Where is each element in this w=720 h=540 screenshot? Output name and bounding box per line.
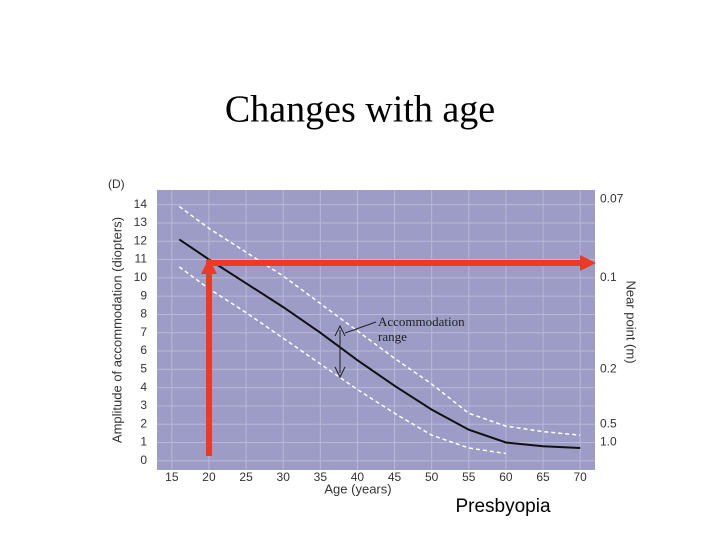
y-unit-label: (D): [108, 177, 125, 191]
y-axis-label: Amplitude of accommodation (diopters): [109, 217, 124, 443]
series-line: [178, 238, 581, 449]
y2-tick-label: 0.07: [600, 192, 624, 206]
x-tick-label: 15: [165, 470, 179, 484]
y2-tick-label: 0.2: [600, 362, 617, 376]
slide-title: Changes with age: [225, 89, 495, 131]
x-tick-label: 50: [425, 470, 439, 484]
y2-tick-label: 1.0: [600, 435, 617, 449]
y2-axis-label: Near point (m): [624, 280, 639, 363]
annotation-text: range: [378, 329, 407, 344]
series-line: [178, 205, 581, 436]
x-tick-label: 65: [536, 470, 550, 484]
annotation-leader: [344, 321, 377, 334]
x-tick-label: 20: [202, 470, 216, 484]
x-tick-label: 35: [314, 470, 328, 484]
caption: Presbyopia: [455, 496, 550, 517]
x-tick-label: 60: [499, 470, 513, 484]
x-axis-label: Age (years): [324, 481, 391, 496]
series-line: [178, 266, 507, 455]
y2-tick-label: 0.1: [600, 270, 617, 284]
x-tick-label: 70: [573, 470, 587, 484]
y-tick-label: 8: [140, 307, 147, 321]
x-tick-label: 40: [351, 470, 365, 484]
y-tick-label: 0: [140, 453, 147, 467]
plot-area: [157, 190, 595, 470]
y-tick-label: 10: [134, 270, 148, 284]
y-tick-label: 9: [140, 288, 147, 302]
range-arrow-head: [334, 324, 346, 379]
y2-tick-label: 0.5: [600, 416, 617, 430]
y-tick-label: 5: [140, 362, 147, 376]
x-tick-label: 45: [388, 470, 402, 484]
x-tick-label: 25: [239, 470, 253, 484]
red-arrow-head: [580, 255, 596, 271]
annotation-text: Accommodation: [378, 314, 465, 329]
y-tick-label: 2: [140, 416, 147, 430]
y-tick-label: 14: [134, 197, 148, 211]
y-tick-label: 7: [140, 325, 147, 339]
x-tick-label: 30: [277, 470, 291, 484]
y-tick-label: 12: [134, 233, 148, 247]
y-tick-label: 3: [140, 398, 147, 412]
y-tick-label: 6: [140, 343, 147, 357]
y-tick-label: 4: [140, 380, 147, 394]
y-tick-label: 11: [135, 252, 148, 266]
y-tick-label: 1: [140, 435, 147, 449]
y-tick-label: 13: [134, 215, 148, 229]
x-tick-label: 55: [462, 470, 476, 484]
